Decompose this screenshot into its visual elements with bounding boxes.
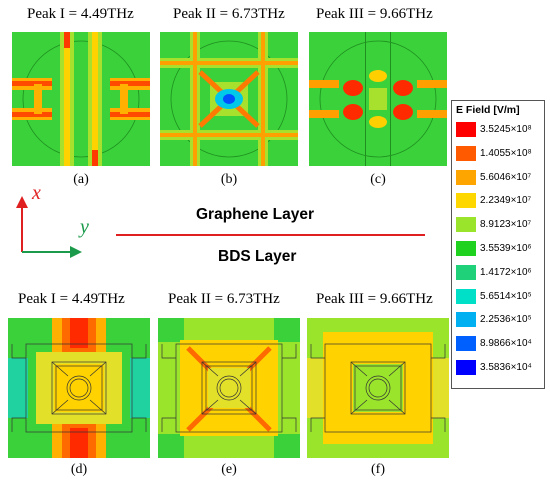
legend-value: 5.6514×10⁵ bbox=[480, 290, 532, 302]
subfig-label-c: (c) bbox=[370, 172, 386, 187]
legend-swatch bbox=[456, 312, 476, 328]
subfig-label-a: (a) bbox=[73, 172, 89, 187]
legend-title: E Field [V/m] bbox=[456, 104, 520, 116]
legend-swatch bbox=[456, 122, 476, 137]
peak-label-f: Peak III = 9.66THz bbox=[316, 291, 433, 307]
legend-swatch bbox=[456, 264, 476, 280]
legend-swatch bbox=[456, 336, 476, 352]
legend-value: 3.5836×10⁴ bbox=[480, 362, 532, 373]
legend-value: 5.6046×10⁷ bbox=[480, 171, 532, 183]
legend-item: 3.5836×10⁴ bbox=[456, 360, 542, 375]
legend-value: 8.9866×10⁴ bbox=[480, 338, 532, 350]
legend-value: 2.2536×10⁵ bbox=[480, 314, 532, 326]
legend-item: 3.5539×10⁶ bbox=[456, 241, 542, 256]
field-map-b bbox=[160, 32, 298, 166]
legend-value: 1.4172×10⁶ bbox=[480, 266, 532, 278]
peak-label-c: Peak III = 9.66THz bbox=[316, 6, 433, 22]
legend-swatch bbox=[456, 217, 476, 233]
legend-swatch bbox=[456, 193, 476, 209]
color-legend: E Field [V/m] 3.5245×10⁸ 1.4055×10⁸ 5.6046… bbox=[451, 100, 545, 389]
subfig-label-e: (e) bbox=[221, 462, 237, 477]
legend-value: 3.5245×10⁸ bbox=[480, 124, 532, 135]
legend-item: 1.4172×10⁶ bbox=[456, 264, 542, 280]
legend-item: 3.5245×10⁸ bbox=[456, 122, 542, 137]
axis-y-label: y bbox=[80, 216, 89, 238]
legend-item: 2.2536×10⁵ bbox=[456, 312, 542, 328]
peak-label-a: Peak I = 4.49THz bbox=[27, 6, 134, 22]
field-map-e bbox=[158, 318, 300, 458]
legend-value: 8.9123×10⁷ bbox=[480, 219, 532, 231]
legend-value: 1.4055×10⁸ bbox=[480, 147, 532, 159]
field-map-f bbox=[307, 318, 449, 458]
legend-swatch bbox=[456, 241, 476, 256]
legend-swatch bbox=[456, 145, 476, 161]
peak-label-d: Peak I = 4.49THz bbox=[18, 291, 125, 307]
legend-item: 5.6046×10⁷ bbox=[456, 169, 542, 185]
axis-x-label: x bbox=[32, 182, 41, 204]
field-map-d bbox=[8, 318, 150, 458]
legend-item: 8.9866×10⁴ bbox=[456, 336, 542, 352]
legend-item: 8.9123×10⁷ bbox=[456, 217, 542, 233]
subfig-label-d: (d) bbox=[70, 462, 88, 477]
bds-layer-label: BDS Layer bbox=[218, 248, 297, 265]
field-map-c bbox=[309, 32, 447, 166]
legend-value: 3.5539×10⁶ bbox=[480, 243, 532, 254]
layer-divider bbox=[116, 234, 425, 236]
peak-label-e: Peak II = 6.73THz bbox=[168, 291, 280, 307]
legend-value: 2.2349×10⁷ bbox=[480, 195, 532, 207]
legend-swatch bbox=[456, 288, 476, 304]
legend-swatch bbox=[456, 169, 476, 185]
peak-label-b: Peak II = 6.73THz bbox=[173, 6, 285, 22]
legend-item: 5.6514×10⁵ bbox=[456, 288, 542, 304]
field-map-a bbox=[12, 32, 150, 166]
legend-item: 2.2349×10⁷ bbox=[456, 193, 542, 209]
subfig-label-b: (b) bbox=[220, 172, 238, 187]
graphene-layer-label: Graphene Layer bbox=[196, 206, 315, 223]
subfig-label-f: (f) bbox=[371, 462, 385, 477]
legend-item: 1.4055×10⁸ bbox=[456, 145, 542, 161]
legend-swatch bbox=[456, 360, 476, 375]
axis-indicator bbox=[10, 194, 110, 258]
